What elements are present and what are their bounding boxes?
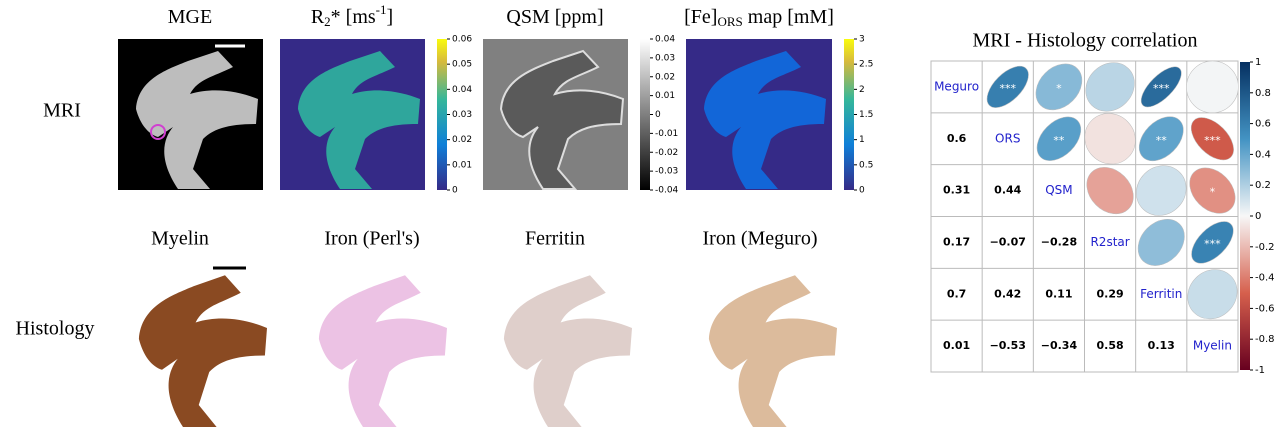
value-label: 0.6 <box>947 132 967 145</box>
tick-label: 0 <box>655 110 661 120</box>
value-label: 0.58 <box>1097 339 1124 352</box>
tick-label: 0.03 <box>655 53 675 63</box>
title-part: R <box>311 6 325 28</box>
title-part: map [mM] <box>743 6 834 28</box>
colorbar <box>844 39 854 190</box>
tick-label: 0.6 <box>1255 119 1271 130</box>
tick-label: 0.02 <box>655 72 675 82</box>
figure: MRI Histology MRI - Histology correlatio… <box>0 0 1277 439</box>
tick-label: -0.02 <box>655 148 678 158</box>
matrix-title: MRI - Histology correlation <box>973 30 1198 52</box>
colorbar <box>1240 62 1250 370</box>
tick-label: -1 <box>1255 365 1265 376</box>
tick-label: 2.5 <box>859 60 873 70</box>
tick-label: -0.2 <box>1255 242 1275 253</box>
value-label: 0.7 <box>947 287 967 300</box>
panel-title: [Fe]ORS map [mM] <box>684 6 834 29</box>
tick-label: 0 <box>452 186 458 196</box>
tick-label: 3 <box>859 35 865 45</box>
title-part: ORS <box>717 14 742 29</box>
value-label: 0.31 <box>943 184 970 197</box>
title-part: ] <box>387 6 394 28</box>
panel-title: Iron (Meguro) <box>703 228 818 250</box>
tick-label: 0.06 <box>452 35 472 45</box>
row-label: Histology <box>16 318 95 340</box>
panel-title: R2* [ms-1] <box>311 2 393 29</box>
panel-title: MGE <box>168 6 212 28</box>
tick-label: -0.6 <box>1255 303 1275 314</box>
tick-label: 0 <box>1255 211 1261 222</box>
panel-title: Iron (Perl's) <box>324 228 419 250</box>
title-part: MGE <box>168 6 212 28</box>
significance: * <box>1210 186 1216 199</box>
tick-label: 0.02 <box>452 135 472 145</box>
tick-label: -0.01 <box>655 129 678 139</box>
tick-label: 0 <box>859 186 865 196</box>
significance: ** <box>1053 134 1065 147</box>
tick-label: -0.4 <box>1255 273 1275 284</box>
colorbar <box>437 39 447 190</box>
panel-title: QSM [ppm] <box>506 6 603 28</box>
tick-label: -0.03 <box>655 167 678 177</box>
tick-label: 0.4 <box>1255 149 1271 160</box>
significance: *** <box>1000 82 1017 95</box>
significance: ** <box>1156 134 1168 147</box>
value-label: 0.11 <box>1045 287 1072 300</box>
tick-label: -0.8 <box>1255 334 1275 345</box>
value-label: 0.42 <box>994 287 1021 300</box>
value-label: 0.44 <box>994 184 1021 197</box>
tick-label: 1 <box>1255 57 1261 68</box>
tick-label: 1 <box>859 135 865 145</box>
histology-row <box>139 268 837 427</box>
tick-label: 2 <box>859 85 865 95</box>
variable-label: QSM <box>1045 183 1072 197</box>
tick-label: 0.01 <box>655 91 675 101</box>
value-label: 0.29 <box>1097 287 1124 300</box>
variable-label: R2star <box>1090 235 1129 249</box>
value-label: 0.01 <box>943 339 970 352</box>
tick-label: 0.01 <box>452 160 472 170</box>
value-label: −0.34 <box>1041 339 1078 352</box>
tick-label: -0.04 <box>655 186 679 196</box>
tick-label: 0.05 <box>452 60 472 70</box>
value-label: 0.17 <box>943 235 970 248</box>
tick-label: 0.04 <box>452 85 472 95</box>
variable-label: Myelin <box>1193 339 1232 353</box>
tick-label: 1.5 <box>859 110 873 120</box>
tick-label: 0.5 <box>859 160 873 170</box>
title-part: QSM [ppm] <box>506 6 603 28</box>
colorbar <box>640 39 650 190</box>
tick-label: 0.8 <box>1255 88 1271 99</box>
panel-title: Myelin <box>151 228 209 250</box>
variable-label: Meguro <box>934 79 979 93</box>
value-label: −0.53 <box>990 339 1026 352</box>
row-label: MRI <box>43 100 81 122</box>
significance: * <box>1056 82 1062 95</box>
title-part: -1 <box>376 2 387 17</box>
tick-label: 0.2 <box>1255 180 1271 191</box>
variable-label: Ferritin <box>1140 287 1182 301</box>
significance: *** <box>1153 82 1170 95</box>
value-label: −0.28 <box>1041 235 1077 248</box>
value-label: −0.07 <box>990 235 1026 248</box>
significance: *** <box>1204 237 1221 250</box>
value-label: 0.13 <box>1148 339 1175 352</box>
significance: *** <box>1204 134 1221 147</box>
mri-row <box>118 39 854 190</box>
tick-label: 0.04 <box>655 35 675 45</box>
title-part: * [ms <box>331 6 376 28</box>
panel-title: Ferritin <box>525 228 585 250</box>
tick-label: 0.03 <box>452 110 472 120</box>
title-part: [Fe] <box>684 6 717 28</box>
variable-label: ORS <box>995 131 1020 145</box>
